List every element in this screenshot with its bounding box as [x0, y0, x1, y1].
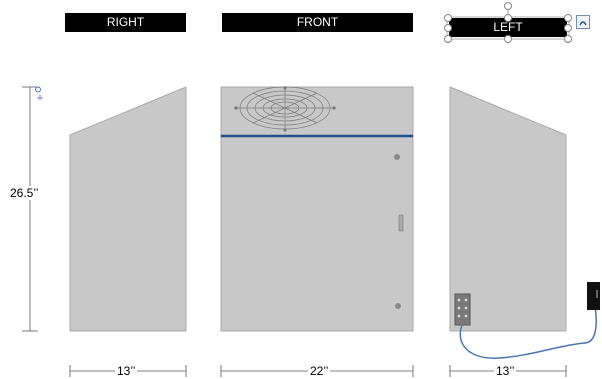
anchor-icon — [35, 86, 43, 100]
front-view-label: FRONT — [222, 13, 413, 32]
front-screw-top — [394, 154, 400, 160]
rotate-handle-icon[interactable] — [504, 2, 512, 10]
left-panel — [449, 86, 567, 332]
height-dimension-line — [22, 86, 38, 332]
resize-handle-tr[interactable] — [564, 14, 572, 22]
front-handle — [398, 214, 404, 232]
resize-handle-bm[interactable] — [504, 35, 512, 43]
front-screw-bottom — [395, 303, 401, 309]
resize-handle-ml[interactable] — [444, 24, 452, 32]
left-width-dimension-text: 13’’ — [494, 364, 517, 378]
layout-options-glyph — [579, 21, 587, 26]
resize-handle-tl[interactable] — [444, 14, 452, 22]
remote-module-port — [596, 290, 598, 298]
remote-module — [587, 282, 600, 310]
right-panel — [69, 86, 187, 332]
right-width-dimension-text: 13’’ — [115, 364, 138, 378]
connector-cable — [459, 305, 597, 359]
right-view-label: RIGHT — [65, 13, 186, 32]
left-view-label[interactable]: LEFT — [449, 18, 567, 37]
resize-handle-mr[interactable] — [564, 24, 572, 32]
connector-panel — [454, 293, 471, 326]
front-width-dimension-text: 22’’ — [308, 364, 331, 378]
layout-options-icon[interactable] — [576, 15, 590, 29]
height-dimension-text: 26.5’’ — [8, 186, 41, 200]
connector-ports — [457, 298, 468, 318]
fan-grille-icon — [234, 86, 336, 132]
resize-handle-br[interactable] — [564, 35, 572, 43]
resize-handle-tm[interactable] — [504, 14, 512, 22]
resize-handle-bl[interactable] — [444, 35, 452, 43]
front-panel — [220, 86, 414, 332]
